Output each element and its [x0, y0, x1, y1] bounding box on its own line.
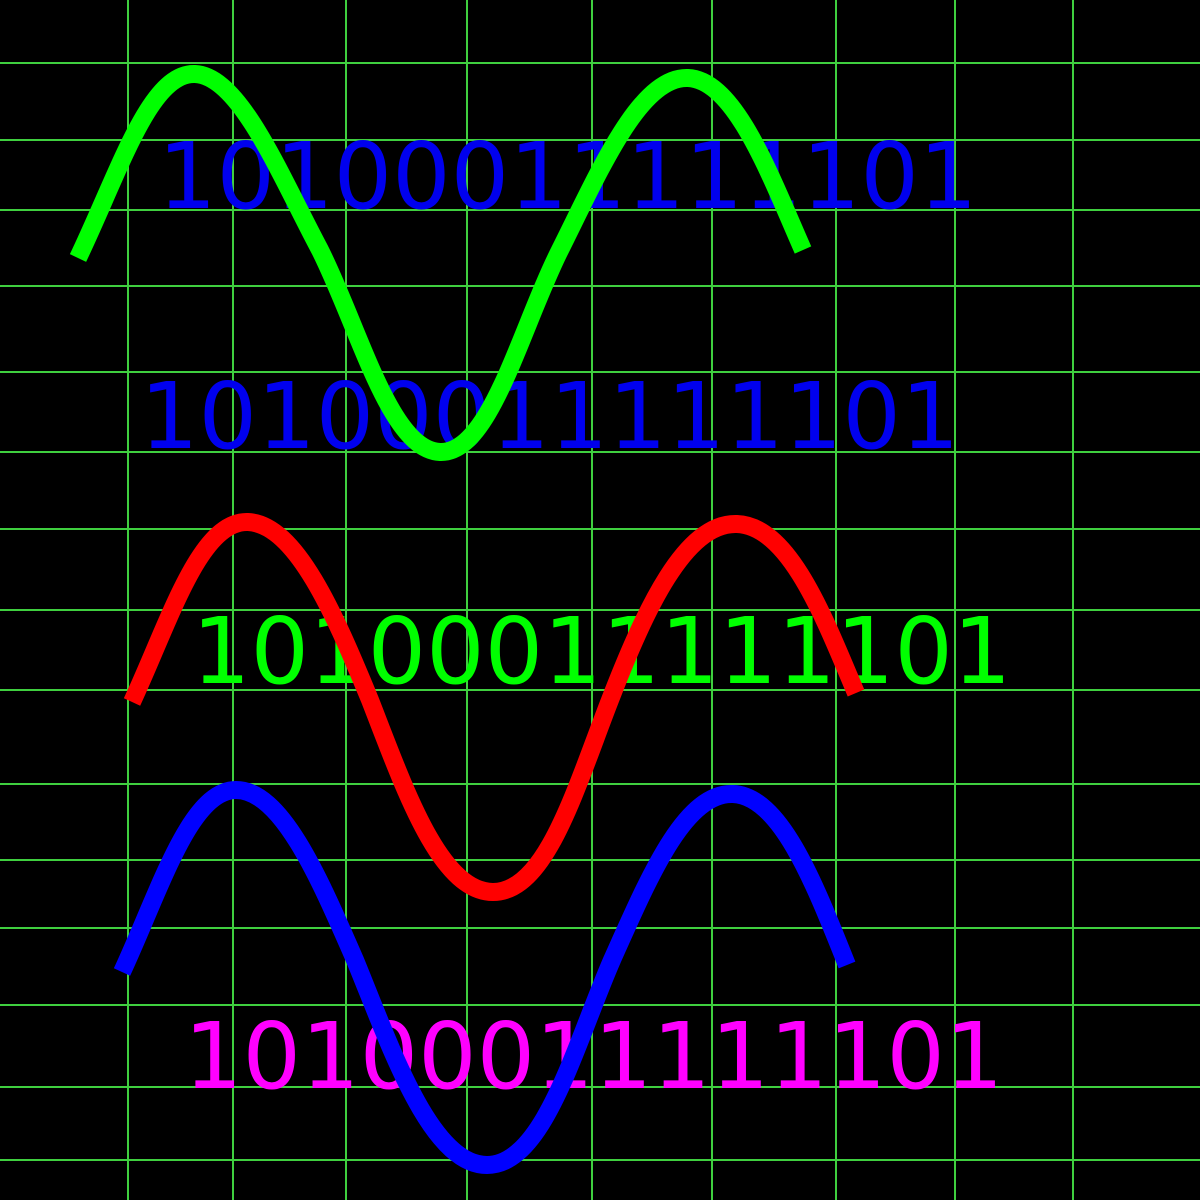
- blue-sine-wave: [113, 780, 856, 1175]
- binary-line-2: 10100011111101: [140, 363, 959, 470]
- binary-line-3: 10100011111101: [192, 598, 1011, 705]
- red-sine-wave: [123, 513, 865, 902]
- green-sine-wave: [69, 65, 812, 461]
